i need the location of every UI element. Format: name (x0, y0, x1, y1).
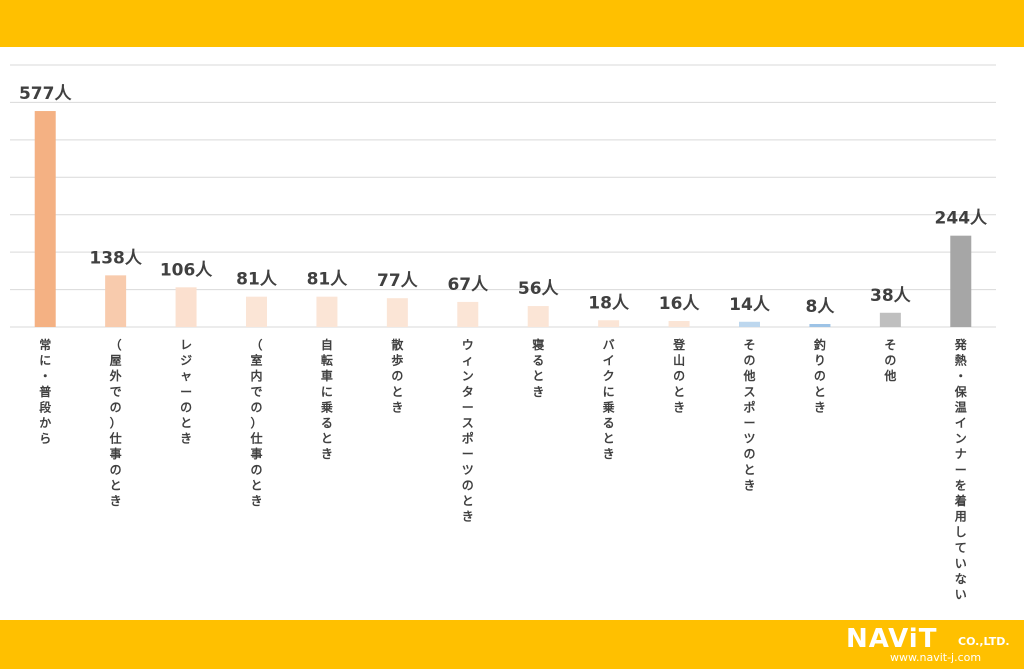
bar-value-label: 106人 (160, 260, 213, 280)
gridlines (10, 64, 996, 328)
bar-value-label: 38人 (870, 286, 912, 306)
bar-value-label: 56人 (518, 279, 560, 299)
top-banner (0, 0, 1024, 47)
bar (457, 301, 479, 327)
category-label: 散歩のとき (391, 337, 404, 414)
bar (386, 298, 408, 327)
bar (34, 111, 56, 327)
bar-value-label: 81人 (307, 270, 349, 290)
bar-chart: 577人 138人 106人 81人 81人 77人 67人 56人 18人 16人 14人 8人 38… (10, 64, 996, 602)
value-labels: 577人 138人 106人 81人 81人 77人 67人 56人 18人 16人 14人 8人 38… (19, 84, 988, 317)
bar-value-label: 244人 (935, 209, 988, 229)
bar (809, 324, 831, 327)
category-labels: 常に・普段から （屋外での）仕事のとき レジャーのとき （室内での）仕事のとき 自転車に… (39, 337, 968, 602)
category-label: （室内での）仕事のとき (249, 337, 262, 508)
category-label: 寝るとき (532, 337, 544, 399)
bar-value-label: 14人 (729, 295, 771, 315)
bar (739, 321, 760, 327)
bar (879, 312, 901, 327)
bar-value-label: 18人 (588, 293, 630, 313)
category-label: （屋外での）仕事のとき (109, 337, 122, 508)
bar (598, 320, 620, 327)
category-label: 自転車に乗るとき (321, 337, 333, 461)
bar (527, 306, 549, 327)
category-label: レジャーのとき (180, 338, 192, 446)
bar (105, 275, 127, 327)
bars (34, 111, 972, 327)
logo-url: www.navit-j.com (890, 651, 982, 664)
category-label: その他スポーツのとき (742, 338, 755, 492)
category-label: 常に・普段から (39, 337, 52, 446)
logo-name: NAViT (846, 624, 938, 654)
logo-suffix: CO.,LTD. (958, 635, 1010, 648)
category-label: ウィンタースポーツのとき (462, 338, 474, 524)
bar (246, 296, 267, 327)
category-label: 釣りのとき (814, 337, 826, 414)
bar (950, 235, 972, 327)
category-label: 登山のとき (672, 337, 686, 414)
bar-value-label: 577人 (19, 84, 72, 104)
bar-value-label: 8人 (806, 297, 836, 317)
bar-value-label: 67人 (447, 275, 489, 295)
bar (175, 287, 197, 327)
bar-value-label: 138人 (89, 248, 142, 268)
bar-value-label: 81人 (236, 270, 278, 290)
category-label: バイクに乗るとき (603, 338, 615, 461)
category-label: その他 (883, 338, 896, 383)
bar-value-label: 77人 (377, 271, 419, 291)
bar (668, 321, 690, 327)
bar-value-label: 16人 (659, 294, 701, 314)
bar (316, 296, 338, 327)
company-logo: NAViT CO.,LTD. www.navit-j.com (846, 624, 1016, 666)
category-label: 発熱・保温インナーを着用していない (954, 337, 968, 602)
bottom-banner (0, 620, 1024, 669)
